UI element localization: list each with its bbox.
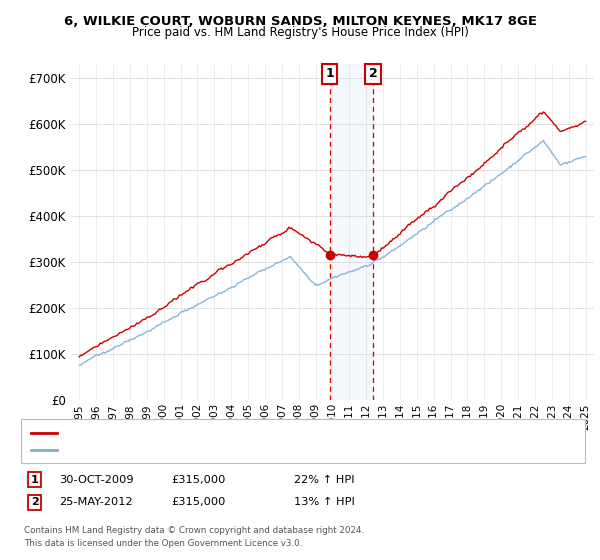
- Text: Contains HM Land Registry data © Crown copyright and database right 2024.: Contains HM Land Registry data © Crown c…: [24, 526, 364, 535]
- Text: 22% ↑ HPI: 22% ↑ HPI: [294, 475, 355, 485]
- Text: 1: 1: [31, 475, 38, 485]
- Bar: [329, 64, 373, 400]
- Text: £315,000: £315,000: [171, 475, 226, 485]
- Text: £315,000: £315,000: [171, 497, 226, 507]
- Text: 1: 1: [325, 67, 334, 80]
- Text: Price paid vs. HM Land Registry's House Price Index (HPI): Price paid vs. HM Land Registry's House …: [131, 26, 469, 39]
- Text: 30-OCT-2009: 30-OCT-2009: [59, 475, 133, 485]
- Text: This data is licensed under the Open Government Licence v3.0.: This data is licensed under the Open Gov…: [24, 539, 302, 548]
- Text: 25-MAY-2012: 25-MAY-2012: [59, 497, 133, 507]
- Text: 6, WILKIE COURT, WOBURN SANDS, MILTON KEYNES, MK17 8GE (detached house): 6, WILKIE COURT, WOBURN SANDS, MILTON KE…: [61, 428, 469, 438]
- Text: 2: 2: [31, 497, 38, 507]
- Text: 13% ↑ HPI: 13% ↑ HPI: [294, 497, 355, 507]
- Text: HPI: Average price, detached house, Milton Keynes: HPI: Average price, detached house, Milt…: [61, 445, 315, 455]
- Text: 2: 2: [368, 67, 377, 80]
- Text: 6, WILKIE COURT, WOBURN SANDS, MILTON KEYNES, MK17 8GE: 6, WILKIE COURT, WOBURN SANDS, MILTON KE…: [64, 15, 536, 27]
